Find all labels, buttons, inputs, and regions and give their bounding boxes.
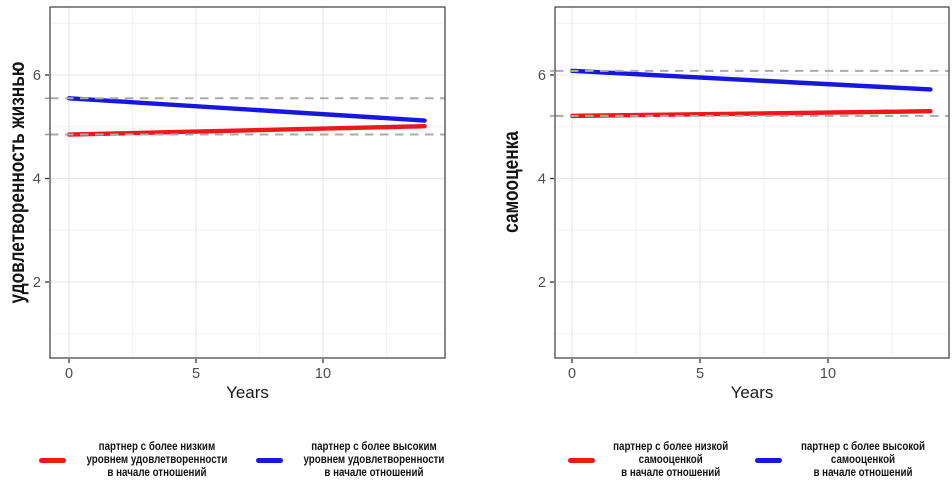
panel-border [49, 6, 446, 359]
legend-label-line: в начале отношений [813, 467, 913, 479]
legend-label-line: в начале отношений [107, 467, 207, 479]
legend-key-blue-line [255, 458, 283, 463]
legend: партнер с более низким уровнем удовлетво… [38, 441, 445, 480]
panel-background [50, 7, 445, 358]
legend-label-line: уровнем удовлетворенности [302, 454, 444, 466]
y-axis-title: самооценка [499, 0, 525, 372]
chart-life-satisfaction: 2 4 6 0 5 10 Years удовлетворенность жизнью па… [5, 0, 446, 480]
y-tick-label: 6 [33, 68, 41, 84]
legend: партнер с более низкой самооценкой в нач… [555, 441, 949, 480]
legend-label-line: уровнем удовлетворенности [86, 454, 228, 466]
legend-label-line: самооценкой [830, 454, 895, 466]
series-line [569, 68, 933, 92]
legend-label: партнер с более высоким уровнем удовлетв… [303, 441, 444, 480]
legend-entry-higher-satisfaction: партнер с более высоким уровнем удовлетв… [255, 441, 457, 480]
legend-label-line: партнер с более высокой [800, 441, 925, 453]
panel-border [554, 6, 950, 359]
legend-label: партнер с более высокой самооценкой в на… [801, 441, 925, 480]
legend-key-red-line [568, 458, 596, 463]
chart-svg-life-satisfaction: 2 4 6 0 5 10 Years [33, 6, 446, 402]
y-tick-label: 4 [33, 172, 41, 188]
legend-label-line: партнер с более высоким [310, 441, 437, 453]
y-axis-title-text: самооценка [500, 131, 523, 233]
legend-label-line: партнер с более низкой [613, 441, 729, 453]
x-tick-label: 10 [315, 366, 331, 382]
chart-self-esteem: 2 4 6 0 5 10 Years самооценка партнер с более … [476, 0, 952, 504]
y-tick-label: 2 [538, 275, 546, 291]
legend-label-line: в начале отношений [323, 467, 423, 479]
y-tick-label: 4 [538, 172, 546, 188]
legend-key-red-line [38, 458, 66, 463]
legend-label: партнер с более низкой самооценкой в нач… [613, 441, 728, 480]
x-tick-label: 10 [820, 366, 836, 382]
series-line [66, 96, 427, 123]
series-line [66, 124, 427, 137]
legend-entry-higher-self-esteem: партнер с более высокой самооценкой в на… [754, 441, 936, 480]
chart-svg-self-esteem: 2 4 6 0 5 10 Years [538, 6, 950, 402]
x-axis-title: Years [731, 383, 774, 402]
y-tick-label: 6 [538, 68, 546, 84]
x-tick-label: 0 [65, 366, 73, 382]
y-axis-title: удовлетворенность жизнью [5, 0, 31, 372]
legend-label-line: в начале отношений [621, 467, 721, 479]
legend-label: партнер с более низким уровнем удовлетво… [86, 441, 227, 480]
y-tick-label: 2 [33, 275, 41, 291]
x-tick-label: 0 [568, 366, 576, 382]
legend-label-line: самооценкой [638, 454, 704, 466]
legend-key-blue-line [754, 458, 782, 463]
panel-background [555, 7, 949, 358]
x-axis-title: Years [226, 383, 269, 402]
legend-entry-lower-self-esteem: партнер с более низкой самооценкой в нач… [568, 441, 738, 480]
x-tick-label: 5 [696, 366, 704, 382]
legend-entry-lower-satisfaction: партнер с более низким уровнем удовлетво… [38, 441, 240, 480]
legend-label-line: партнер с более низким [98, 441, 215, 453]
x-tick-label: 5 [192, 366, 200, 382]
y-axis-title-text: удовлетворенность жизнью [6, 61, 29, 303]
